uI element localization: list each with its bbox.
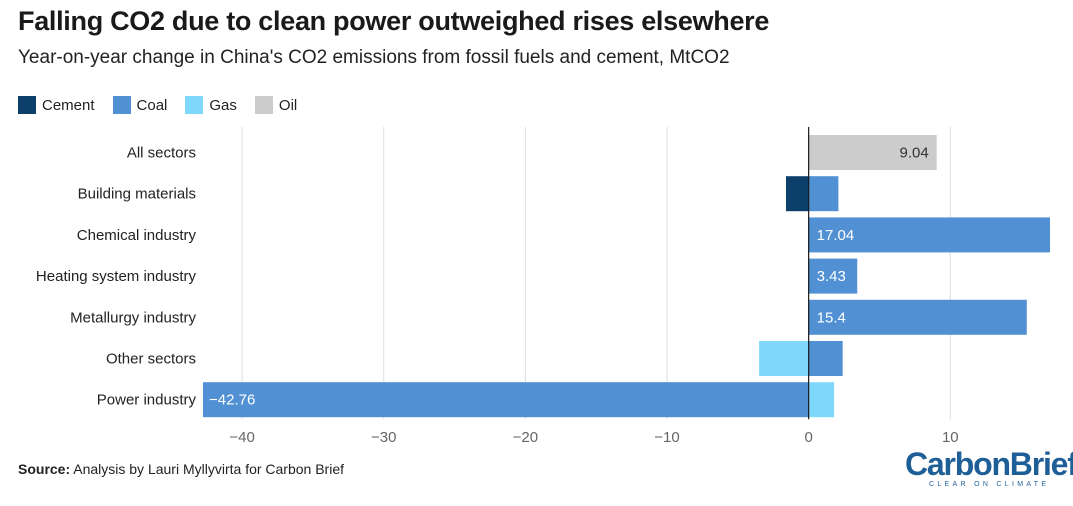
legend-swatch-cement [18,96,36,114]
bar-all-sectors-oil [808,135,937,170]
category-label-heating-system-industry: Heating system industry [36,268,197,285]
bar-building-materials-cement [785,176,809,212]
data-label-power-industry: −42.76 [209,392,255,409]
x-tick-label-20: −20 [513,429,538,446]
legend-swatch-oil [254,96,273,114]
category-label-other-sectors: Other sectors [106,351,196,368]
bar-metallurgy-industry-coal [808,299,1027,335]
source-note: Source: Analysis by Lauri Myllyvirta for… [18,461,344,477]
category-label-chemical-industry: Chemical industry [77,227,197,244]
bar-power-industry-gas [808,382,835,418]
bar-other-sectors-coal [808,341,843,376]
x-tick-label-0: 0 [804,429,812,446]
source-text: Analysis by Lauri Myllyvirta for Carbon … [73,461,345,477]
legend-swatch-coal [112,96,131,114]
data-label-all-sectors: 9.04 [899,145,928,162]
legend-item-cement: Cement [18,96,95,114]
x-tick-label-10: 10 [942,429,959,446]
legend-label-gas: Gas [209,96,237,114]
data-label-heating-system-industry: 3.43 [817,268,846,285]
bar-other-sectors-gas [759,341,809,376]
legend-item-gas: Gas [185,96,237,114]
bar-chart: All sectors Building materials Chemical in… [36,127,1050,446]
category-label-building-materials: Building materials [78,186,196,203]
chart-subtitle: Year-on-year change in China's CO2 emiss… [18,47,730,68]
x-tick-label-30: −30 [371,429,396,446]
category-label-power-industry: Power industry [97,392,197,409]
bar-heating-system-industry-coal [808,258,858,294]
x-tick-label-10: −10 [654,429,679,446]
data-label-chemical-industry: 17.04 [817,227,855,244]
legend-swatch-gas [185,96,204,114]
bar-building-materials-coal [808,176,839,212]
data-label-metallurgy-industry: 15.4 [817,309,846,326]
legend-label-oil: Oil [278,96,298,114]
legend-item-coal: Coal [112,96,168,114]
chart-title: Falling CO2 due to clean power outweighe… [18,6,770,36]
category-label-metallurgy-industry: Metallurgy industry [70,309,196,326]
carbon-brief-logo: CarbonBrief CLEAR ON CLIMATE [905,446,1073,495]
legend-label-coal: Coal [136,96,168,114]
logo-wordmark: CarbonBrief [905,446,1073,482]
legend-label-cement: Cement [42,96,95,114]
category-label-all-sectors: All sectors [127,145,196,162]
source-label: Source: [18,461,71,477]
bar-chemical-industry-coal [808,217,1050,253]
bar-power-industry-coal [203,382,809,418]
legend-item-oil: Oil [254,96,298,114]
x-tick-label-40: −40 [229,429,254,446]
chart-legend: Cement Coal Gas Oil [18,96,315,114]
logo-tagline: CLEAR ON CLIMATE [929,481,1050,488]
